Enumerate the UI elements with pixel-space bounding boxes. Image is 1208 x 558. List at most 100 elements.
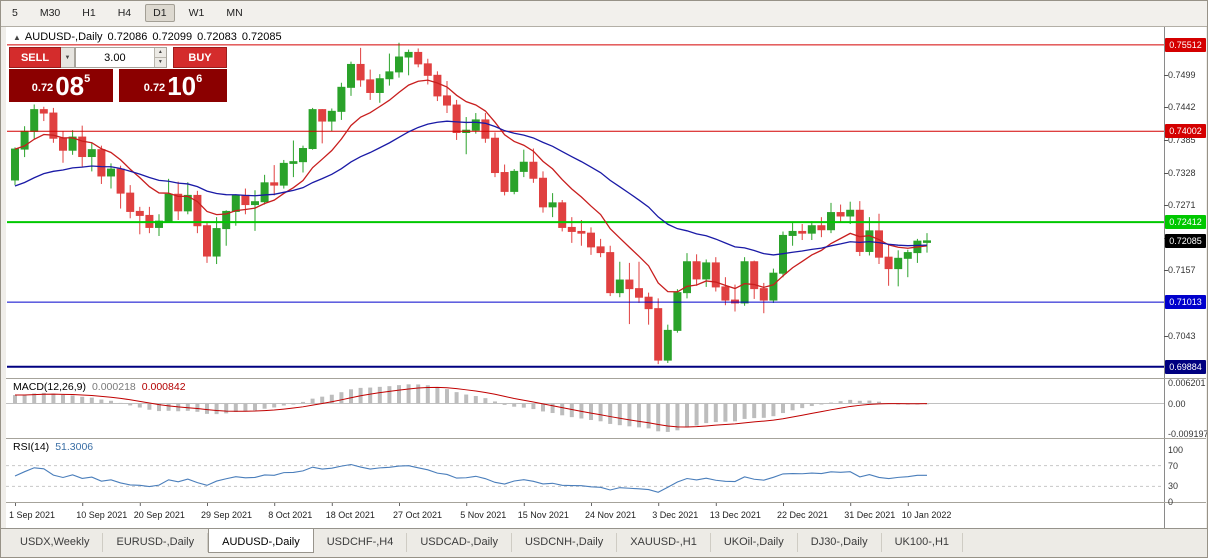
level-price-box: 0.71013 [1165, 295, 1206, 310]
rsi-axis-label: 0 [1168, 497, 1174, 507]
level-price-box: 0.69884 [1165, 359, 1206, 374]
ohlc-low: 0.72083 [197, 31, 237, 43]
buy-button[interactable]: BUY [173, 47, 227, 68]
timeframe-button-w1[interactable]: W1 [188, 7, 205, 19]
rsi-value: 51.3006 [55, 441, 94, 453]
macd-main-value: 0.000218 [91, 381, 136, 393]
level-price-box: 0.75512 [1165, 37, 1206, 52]
date-label: 10 Jan 2022 [902, 510, 952, 520]
price-tick-label: 0.7328 [1168, 167, 1196, 178]
chart-tab-usdchf-h4[interactable]: USDCHF-,H4 [314, 533, 408, 552]
sell-price-prefix: 0.72 [31, 81, 54, 94]
sell-button[interactable]: SELL [9, 47, 61, 68]
buy-price-prefix: 0.72 [143, 81, 166, 94]
macd-signal-value: 0.000842 [141, 381, 186, 393]
date-label: 24 Nov 2021 [585, 510, 636, 520]
chart-tab-usdcad-daily[interactable]: USDCAD-,Daily [407, 533, 512, 552]
current-price-box: 0.72085 [1165, 233, 1206, 248]
price-tick-mark [1164, 335, 1168, 337]
one-click-trading-panel: SELL ▼ ▲ ▼ BUY 0.72 08 5 0.72 10 6 [9, 47, 227, 102]
panel-separator-macd[interactable] [6, 378, 1206, 379]
price-tick-label: 0.7442 [1168, 102, 1196, 113]
chart-tab-usdx-weekly[interactable]: USDX,Weekly [7, 533, 104, 552]
chart-tab-audusd-daily[interactable]: AUDUSD-,Daily [208, 529, 314, 553]
timeframe-button-d1[interactable]: D1 [145, 4, 175, 22]
chevron-down-icon: ▼ [64, 55, 71, 61]
panel-separator-rsi[interactable] [6, 438, 1206, 439]
ohlc-open: 0.72086 [107, 31, 148, 43]
chart-tab-ukoil-daily[interactable]: UKOil-,Daily [711, 533, 798, 552]
spinner-down-icon[interactable]: ▼ [154, 58, 166, 67]
timeframe-button-h1[interactable]: H1 [82, 7, 96, 19]
chart-tab-usdcnh-daily[interactable]: USDCNH-,Daily [512, 533, 618, 552]
price-tick-mark [1164, 172, 1168, 174]
price-tick-mark [1164, 139, 1168, 141]
candlestick-series [11, 42, 931, 365]
rsi-label: RSI(14) 51.3006 [13, 441, 93, 453]
volume-input[interactable] [76, 48, 154, 67]
date-label: 5 Nov 2021 [460, 510, 506, 520]
spinner-up-icon[interactable]: ▲ [154, 48, 166, 58]
ohlc-close: 0.72085 [241, 31, 282, 43]
sell-price-point: 5 [84, 73, 91, 85]
rsi-name: RSI(14) [13, 441, 50, 453]
date-label: 15 Nov 2021 [518, 510, 569, 520]
macd-signal-line [14, 386, 928, 428]
rsi-axis-label: 70 [1168, 460, 1179, 471]
price-chart-canvas[interactable]: 1 Sep 2021 10 Sep 2021 20 Sep 2021 29 Sep 2… [6, 27, 1164, 528]
chart-tab-bar: USDX,Weekly EURUSD-,Daily AUDUSD-,Daily USD… [1, 528, 1207, 557]
symbol-period-label: AUDUSD-,Daily [24, 31, 103, 43]
buy-price-pips: 10 [167, 70, 197, 101]
timeframe-button-h4[interactable]: H4 [117, 7, 132, 19]
date-label: 13 Dec 2021 [710, 510, 761, 520]
date-label: 10 Sep 2021 [76, 510, 127, 520]
macd-label: MACD(12,26,9) 0.000218 0.000842 [13, 381, 186, 393]
price-axis-separator [1164, 27, 1165, 528]
date-label: 22 Dec 2021 [777, 510, 828, 520]
price-tick-label: 0.7385 [1168, 134, 1196, 145]
date-label: 31 Dec 2021 [844, 510, 895, 520]
price-tick-mark [1164, 74, 1168, 76]
timeframe-button-mn[interactable]: MN [226, 7, 243, 19]
level-price-box: 0.72412 [1165, 215, 1206, 230]
price-tick-mark [1164, 107, 1168, 109]
price-tick-label: 0.7271 [1168, 200, 1196, 211]
sell-price-pips: 08 [55, 70, 85, 101]
date-label: 8 Oct 2021 [268, 510, 312, 520]
macd-histogram [13, 384, 929, 432]
ohlc-high: 0.72099 [152, 31, 193, 43]
timeframe-toolbar: 5 M30 H1 H4 D1 W1 MN [1, 1, 1207, 27]
collapse-one-click-icon[interactable]: ▲ [13, 33, 21, 42]
price-tick-mark [1164, 270, 1168, 272]
rsi-axis-label: 100 [1168, 445, 1184, 455]
date-label: 27 Oct 2021 [393, 510, 442, 520]
chart-tab-uk100-h1[interactable]: UK100-,H1 [882, 533, 964, 552]
macd-axis-label: -0.009197 [1168, 428, 1208, 439]
price-tick-label: 0.7157 [1168, 265, 1196, 276]
macd-name: MACD(12,26,9) [13, 381, 86, 393]
chart-tab-dj30-daily[interactable]: DJ30-,Daily [798, 533, 882, 552]
date-label: 3 Dec 2021 [652, 510, 698, 520]
macd-axis-label: 0.00 [1168, 398, 1186, 409]
panel-separator-dates [6, 502, 1206, 503]
ma-fast-line [14, 79, 928, 293]
timeframe-button-m30[interactable]: M30 [39, 7, 61, 19]
level-price-box: 0.74002 [1165, 124, 1206, 139]
chart-tab-xauusd-h1[interactable]: XAUUSD-,H1 [617, 533, 711, 552]
date-label: 29 Sep 2021 [201, 510, 252, 520]
timeframe-button-5[interactable]: 5 [12, 7, 18, 19]
rsi-axis-label: 30 [1168, 481, 1179, 492]
price-tick-label: 0.7499 [1168, 69, 1196, 80]
chart-background [6, 27, 1206, 528]
buy-price-display[interactable]: 0.72 10 6 [119, 69, 227, 102]
price-tick-mark [1164, 205, 1168, 207]
volume-dropdown-button[interactable]: ▼ [61, 47, 75, 68]
chart-tab-eurusd-daily[interactable]: EURUSD-,Daily [103, 533, 209, 552]
date-label: 18 Oct 2021 [326, 510, 375, 520]
date-label: 20 Sep 2021 [134, 510, 185, 520]
sell-price-display[interactable]: 0.72 08 5 [9, 69, 113, 102]
buy-price-point: 6 [196, 73, 203, 85]
macd-axis-label: 0.006201 [1168, 377, 1206, 388]
price-tick-label: 0.7043 [1168, 330, 1196, 341]
